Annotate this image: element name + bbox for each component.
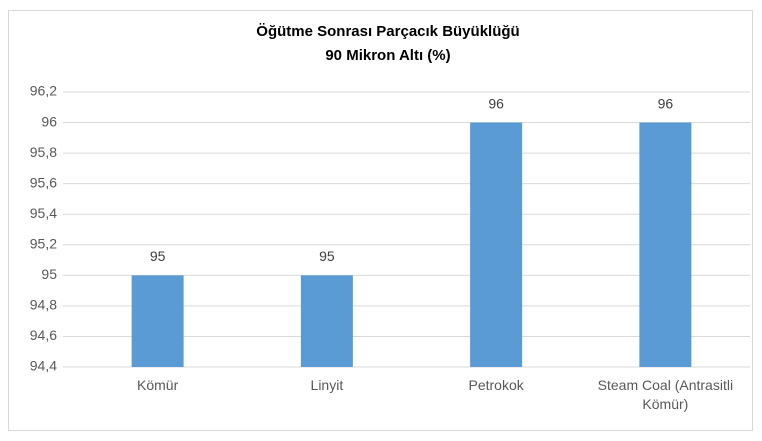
y-tick-label: 95,6 [30,174,57,190]
x-tick-label: Kömür [137,377,179,393]
y-tick-label: 94,8 [30,297,57,313]
data-label: 95 [319,248,335,264]
data-label: 96 [488,95,504,111]
bar [639,122,692,367]
chart-title: Öğütme Sonrası Parçacık Büyüklüğü [256,23,519,40]
bar [300,275,353,367]
y-tick-label: 95,4 [30,205,57,221]
x-tick-label-box: Petrokok [468,377,524,393]
y-tick-label: 95 [41,266,57,282]
x-tick-label: Petrokok [468,377,524,393]
data-label: 96 [658,95,674,111]
y-tick-label: 95,8 [30,144,57,160]
bar [131,275,184,367]
x-tick-label: Steam Coal (Antrasitli Kömür) [597,377,734,412]
y-tick-label: 96,2 [30,83,57,99]
x-tick-label-box: Kömür [137,377,179,393]
x-tick-label-box: Linyit [310,377,344,393]
x-tick-label: Linyit [310,377,344,393]
y-tick-label: 95,2 [30,235,57,251]
bar [470,122,523,367]
y-tick-label: 94,4 [30,358,57,374]
data-label: 95 [150,248,166,264]
x-tick-label-box: Steam Coal (Antrasitli Kömür) [597,377,734,412]
chart-title: 90 Mikron Altı (%) [325,47,450,64]
y-tick-label: 96 [41,113,57,129]
y-tick-label: 94,6 [30,327,57,343]
